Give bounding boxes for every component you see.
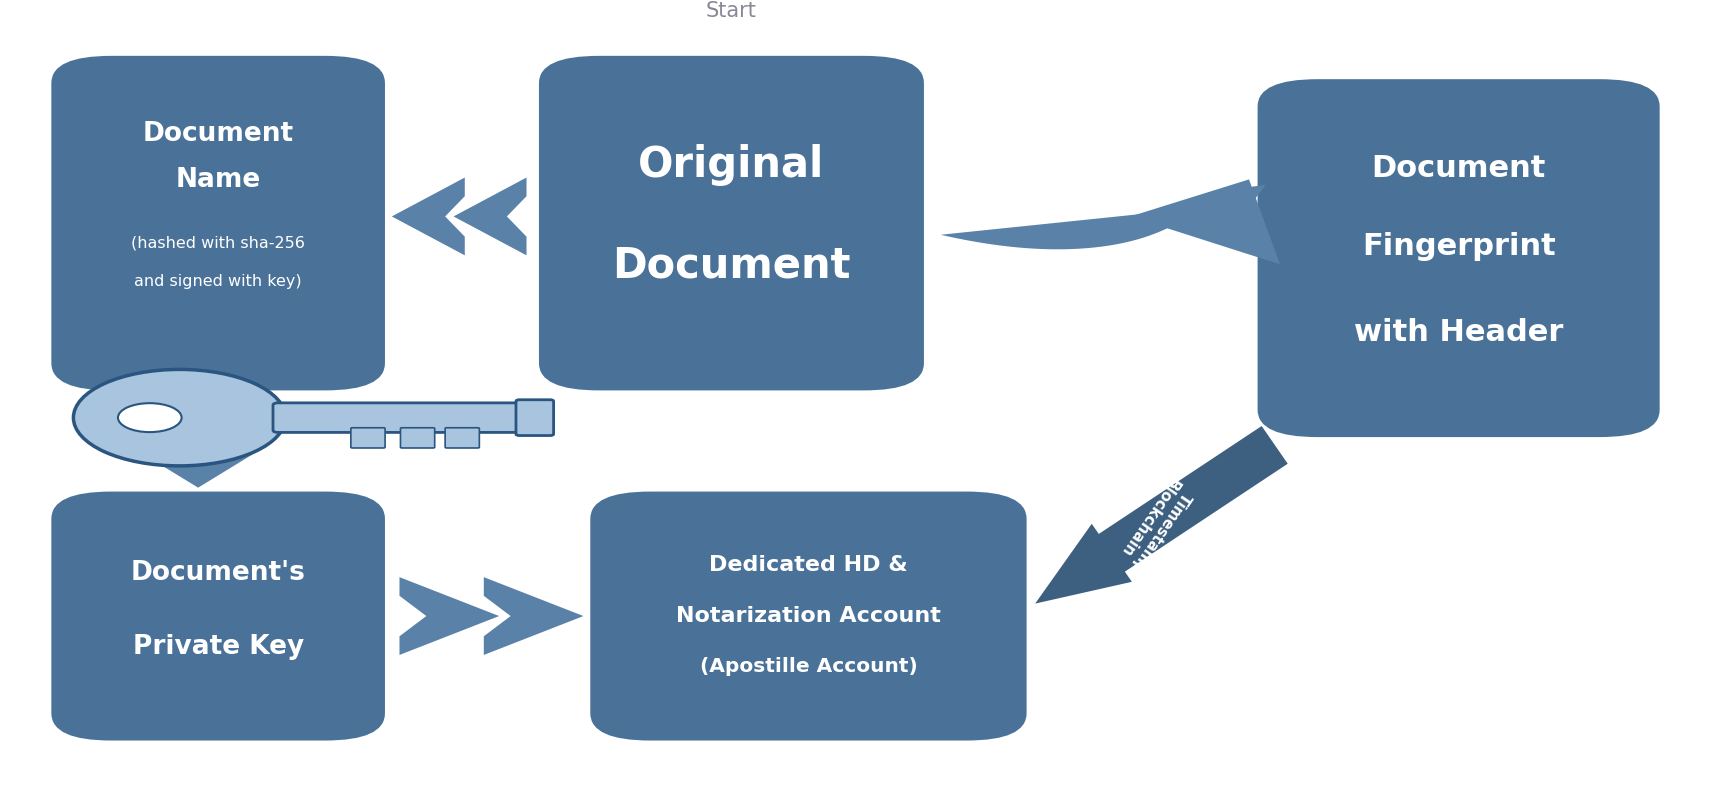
Text: Document: Document — [142, 121, 294, 146]
Polygon shape — [1035, 426, 1288, 603]
FancyBboxPatch shape — [351, 428, 385, 448]
Polygon shape — [133, 394, 262, 487]
FancyBboxPatch shape — [51, 491, 385, 740]
Text: Original: Original — [638, 144, 825, 186]
FancyBboxPatch shape — [539, 56, 924, 390]
Text: and signed with key): and signed with key) — [135, 274, 301, 289]
FancyBboxPatch shape — [51, 56, 385, 390]
FancyBboxPatch shape — [1258, 80, 1660, 437]
Text: Document's: Document's — [130, 560, 306, 586]
Polygon shape — [392, 177, 465, 255]
Text: Dedicated HD &: Dedicated HD & — [708, 556, 909, 576]
Text: (hashed with sha-256: (hashed with sha-256 — [132, 235, 305, 250]
FancyBboxPatch shape — [400, 428, 435, 448]
Text: with Header: with Header — [1353, 317, 1564, 347]
Text: Document: Document — [613, 245, 850, 287]
FancyBboxPatch shape — [274, 403, 532, 432]
Polygon shape — [399, 577, 500, 655]
Polygon shape — [453, 177, 527, 255]
FancyBboxPatch shape — [590, 491, 1027, 740]
Polygon shape — [941, 184, 1266, 250]
Polygon shape — [484, 577, 583, 655]
Circle shape — [118, 403, 181, 432]
Text: Start: Start — [707, 1, 756, 21]
Text: Timestamp: Timestamp — [1128, 489, 1194, 576]
Polygon shape — [1131, 180, 1280, 265]
FancyBboxPatch shape — [517, 400, 554, 436]
Text: Blockchain: Blockchain — [1117, 474, 1182, 559]
Text: Document: Document — [1372, 154, 1545, 183]
Text: Name: Name — [176, 167, 260, 193]
Text: Fingerprint: Fingerprint — [1362, 232, 1555, 261]
Circle shape — [74, 370, 286, 466]
Text: (Apostille Account): (Apostille Account) — [700, 657, 917, 676]
Text: Private Key: Private Key — [132, 634, 305, 660]
Text: Notarization Account: Notarization Account — [676, 606, 941, 626]
FancyBboxPatch shape — [445, 428, 479, 448]
